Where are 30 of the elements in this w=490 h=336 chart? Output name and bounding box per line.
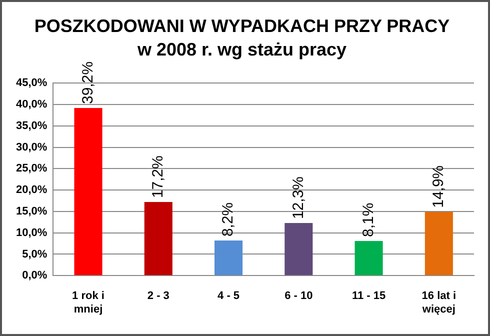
x-tick-label: 11 - 15 — [352, 290, 386, 302]
y-tick-label: 25,0% — [16, 162, 48, 175]
data-label: 8,2% — [220, 202, 237, 237]
x-tick-label: 16 lat i więcej — [421, 290, 456, 316]
bar — [354, 240, 383, 276]
x-tick-label: 1 rok i mniej — [72, 290, 104, 316]
x-tick-label: 2 - 3 — [147, 290, 170, 302]
y-tick-label: 45,0% — [16, 77, 48, 90]
y-tick-label: 10,0% — [16, 226, 48, 239]
y-tick-label: 0,0% — [22, 270, 48, 282]
y-tick-label: 40,0% — [16, 98, 48, 111]
x-tick-label: 6 - 10 — [284, 290, 313, 302]
bar — [424, 212, 453, 276]
data-label: 17,2% — [150, 156, 167, 198]
data-label: 39,2% — [79, 61, 96, 104]
bar — [214, 240, 243, 276]
bar — [74, 108, 102, 276]
y-tick-label: 15,0% — [16, 206, 48, 218]
chart-subtitle: w 2008 r. wg stażu pracy — [136, 39, 347, 60]
data-label: 12,3% — [290, 176, 307, 220]
data-label: 8,1% — [360, 202, 377, 237]
x-tick-label: 4 - 5 — [218, 290, 240, 302]
y-tick-label: 20,0% — [16, 184, 48, 196]
bar — [284, 223, 313, 276]
y-tick-label: 35,0% — [16, 120, 48, 132]
chart-title: POSZKODOWANI W WYPADKACH PRZY PRACY — [34, 16, 450, 36]
bar — [144, 202, 172, 276]
y-tick-label: 30,0% — [16, 141, 48, 154]
data-label: 14,9% — [430, 165, 448, 208]
y-tick-label: 5,0% — [22, 248, 48, 260]
